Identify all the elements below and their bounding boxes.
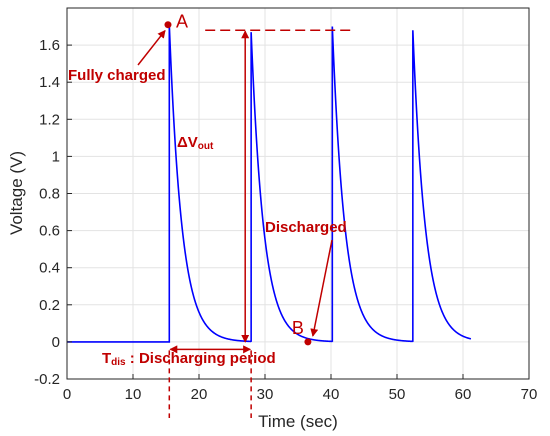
x-tick-label: 0: [63, 386, 71, 403]
x-tick-label: 70: [521, 386, 538, 403]
discharged-label: Discharged: [265, 219, 347, 236]
delta-v-symbol: ΔV: [177, 134, 198, 151]
y-axis-title: Voltage (V): [7, 151, 26, 235]
y-tick-label: 0.4: [39, 260, 60, 277]
x-axis-title: Time (sec): [258, 412, 338, 431]
t-dis-symbol: T: [102, 350, 111, 367]
x-tick-label: 10: [125, 386, 142, 403]
delta-v-subscript: out: [198, 141, 214, 152]
series-layer: [67, 24, 472, 343]
y-tick-label: 0.6: [39, 223, 60, 240]
t-dis-text: : Discharging period: [126, 350, 276, 367]
y-tick-label: 1.2: [39, 111, 60, 128]
y-tick-label: 1.4: [39, 74, 60, 91]
t-dis-subscript: dis: [111, 357, 126, 368]
ticks: 0 10 20 30 40 50 60 70-0.200.20.40.60.811.21.41…: [34, 37, 537, 403]
grid: [66, 8, 530, 380]
discharged-arrow: [310, 239, 333, 337]
y-tick-label: 0: [52, 334, 60, 351]
x-tick-label: 30: [257, 386, 274, 403]
t-dis-label: Tdis : Discharging period: [102, 350, 276, 368]
y-tick-label: 0.8: [39, 186, 60, 203]
y-tick-label: -0.2: [34, 371, 60, 388]
x-tick-label: 40: [323, 386, 340, 403]
fully-charged-arrow: [137, 29, 166, 66]
point-a-marker: [164, 21, 172, 29]
point-a-label: A: [176, 12, 188, 32]
y-tick-label: 0.2: [39, 297, 60, 314]
y-tick-label: 1.6: [39, 37, 60, 54]
point-b-label: B: [292, 318, 304, 338]
x-tick-label: 20: [191, 386, 208, 403]
y-tick-label: 1: [52, 148, 60, 165]
x-tick-label: 50: [389, 386, 406, 403]
delta-v-label: ΔVout: [177, 134, 214, 152]
x-tick-label: 60: [455, 386, 472, 403]
annotations: A Fully charged ΔVout Discharged B Tdis : Dis…: [68, 12, 355, 418]
fully-charged-label: Fully charged: [68, 67, 166, 84]
point-b-marker: [304, 338, 312, 346]
voltage-series-line: [67, 24, 472, 343]
